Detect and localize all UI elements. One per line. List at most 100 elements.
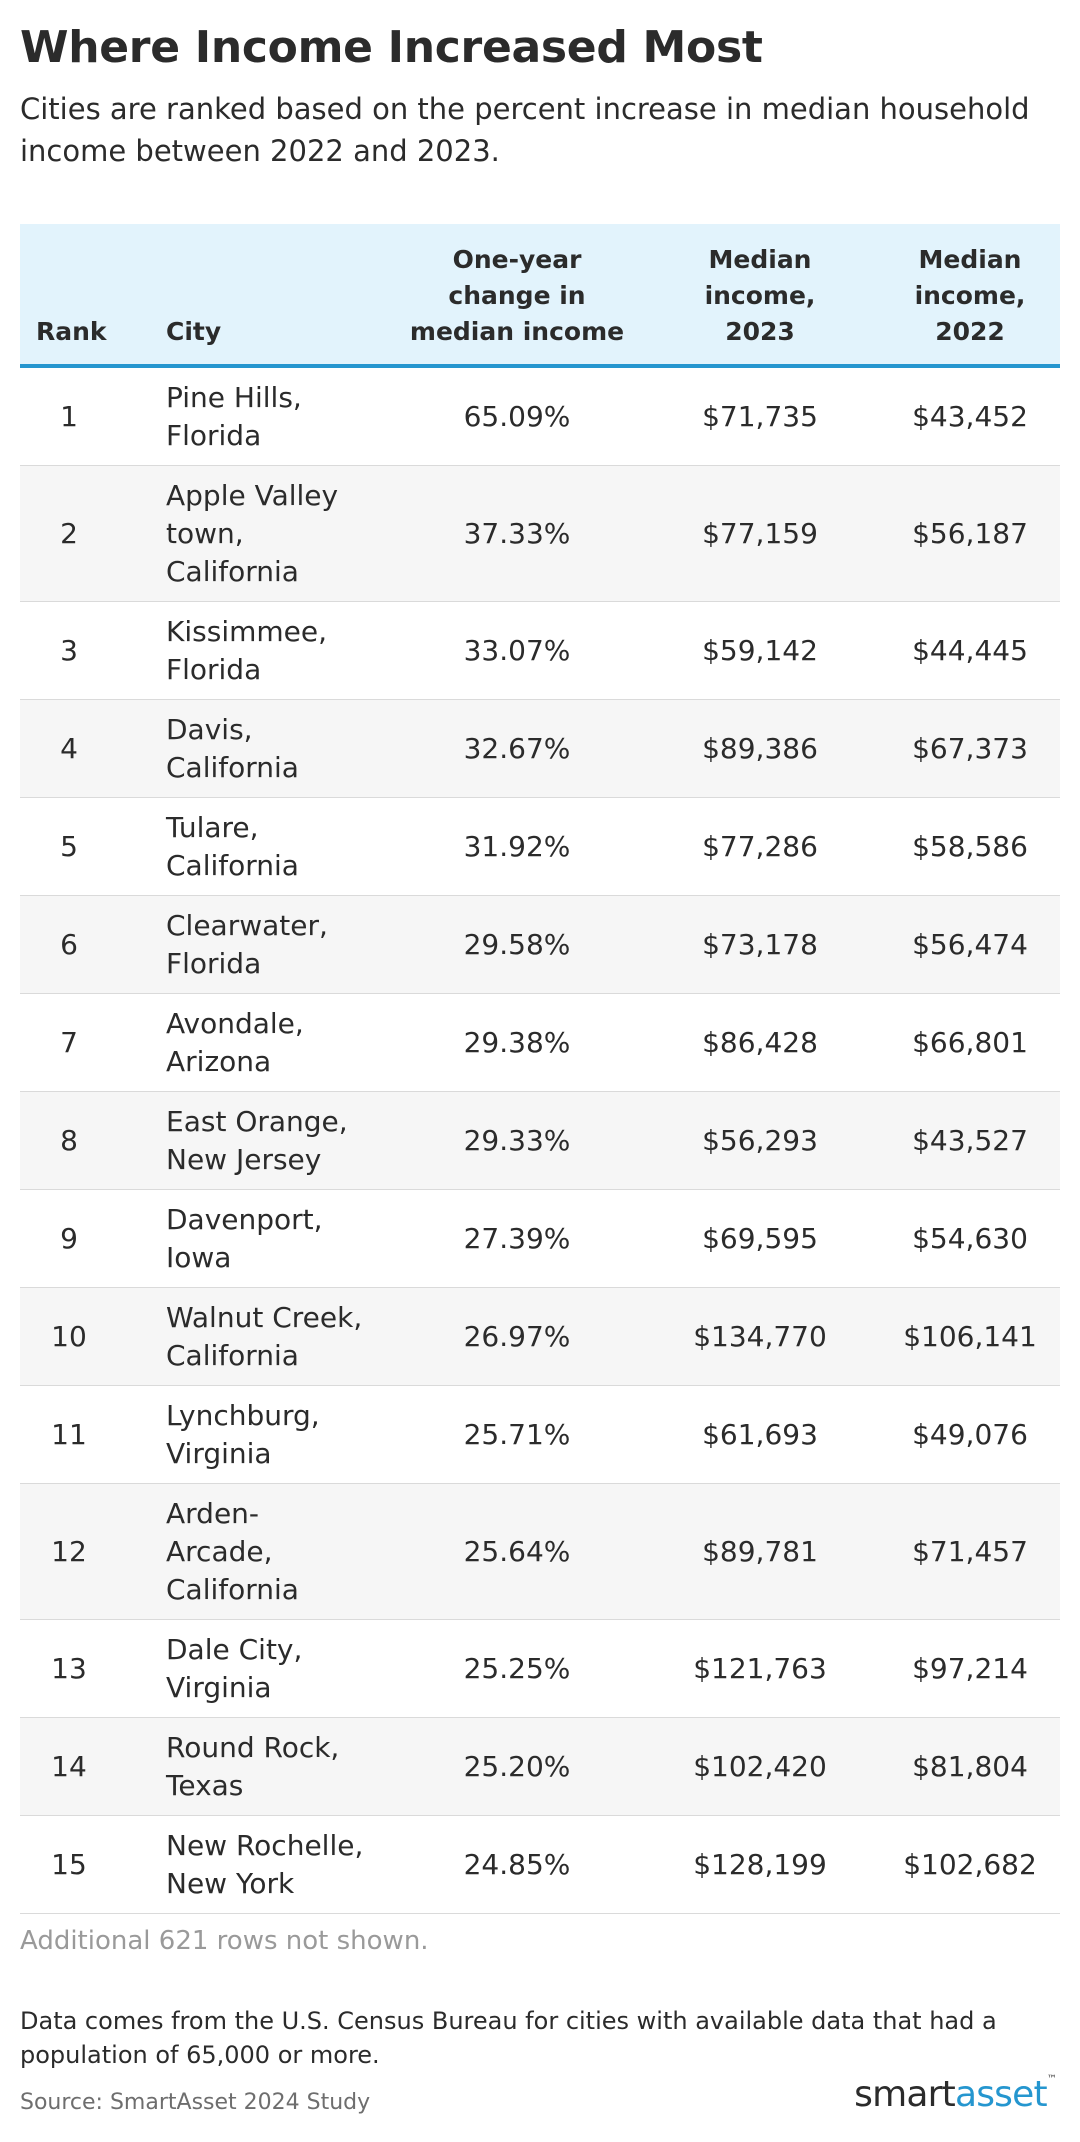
table-row: 15 New Rochelle, New York 24.85% $128,19… (20, 1816, 1060, 1914)
city-line: Kissimmee, (166, 614, 327, 648)
rank-cell: 7 (60, 1025, 78, 1059)
income-2023-cell: $59,142 (702, 633, 818, 667)
rank-cell: 10 (51, 1319, 87, 1353)
change-cell: 31.92% (463, 829, 571, 863)
header-income-2023-line2: income, (704, 281, 816, 310)
city-line: New Jersey (166, 1142, 322, 1176)
header-income-2023-line3: 2023 (725, 317, 795, 346)
city-cell: Davis, California (166, 711, 376, 787)
change-cell: 29.33% (463, 1123, 571, 1157)
income-2022-cell: $66,801 (912, 1025, 1028, 1059)
city-cell: Davenport, Iowa (166, 1201, 376, 1277)
city-cell: Walnut Creek, California (166, 1299, 376, 1375)
header-change-line3: median income (409, 317, 625, 346)
income-2023-cell: $102,420 (693, 1749, 827, 1783)
table-row: 4 Davis, California 32.67% $89,386 $67,3… (20, 700, 1060, 798)
income-2022-cell: $106,141 (903, 1319, 1037, 1353)
city-line: New Rochelle, (166, 1828, 364, 1862)
city-cell: Apple Valley town, California (166, 477, 376, 591)
city-cell: Round Rock, Texas (166, 1729, 376, 1805)
city-cell: Dale City, Virginia (166, 1631, 376, 1707)
city-line: Arizona (166, 1044, 272, 1078)
rank-cell: 13 (51, 1651, 87, 1685)
income-2022-cell: $44,445 (912, 633, 1028, 667)
table-row: 9 Davenport, Iowa 27.39% $69,595 $54,630 (20, 1190, 1060, 1288)
change-cell: 32.67% (463, 731, 571, 765)
table-row: 1 Pine Hills, Florida 65.09% $71,735 $43… (20, 368, 1060, 466)
income-2023-cell: $61,693 (702, 1417, 818, 1451)
change-cell: 65.09% (463, 399, 571, 433)
city-line: Walnut Creek, (166, 1300, 363, 1334)
income-2022-cell: $102,682 (903, 1847, 1037, 1881)
city-cell: East Orange, New Jersey (166, 1103, 376, 1179)
rank-cell: 6 (60, 927, 78, 961)
table-row: 7 Avondale, Arizona 29.38% $86,428 $66,8… (20, 994, 1060, 1092)
city-line: New York (166, 1866, 295, 1900)
city-line: Lynchburg, (166, 1398, 320, 1432)
city-line: Davenport, (166, 1202, 323, 1236)
rank-cell: 12 (51, 1534, 87, 1568)
income-2023-cell: $73,178 (702, 927, 818, 961)
city-line: Florida (166, 418, 262, 452)
income-2022-cell: $43,452 (912, 399, 1028, 433)
city-line: Iowa (166, 1240, 232, 1274)
income-2023-cell: $69,595 (702, 1221, 818, 1255)
city-line: town, (166, 516, 244, 550)
city-line: Apple Valley (166, 478, 339, 512)
table-row: 12 Arden- Arcade, California 25.64% $89,… (20, 1484, 1060, 1620)
rank-cell: 1 (60, 399, 78, 433)
table-row: 3 Kissimmee, Florida 33.07% $59,142 $44,… (20, 602, 1060, 700)
header-income-2022-line1: Median (918, 245, 1022, 274)
header-income-2023-line1: Median (708, 245, 812, 274)
header-rank: Rank (36, 317, 107, 346)
change-cell: 24.85% (463, 1847, 571, 1881)
page-subtitle: Cities are ranked based on the percent i… (20, 92, 1030, 168)
city-line: Round Rock, (166, 1730, 340, 1764)
city-cell: New Rochelle, New York (166, 1827, 376, 1903)
rank-cell: 15 (51, 1847, 87, 1881)
rank-cell: 9 (60, 1221, 78, 1255)
city-cell: Pine Hills, Florida (166, 379, 376, 455)
income-2023-cell: $77,286 (702, 829, 818, 863)
income-2022-cell: $56,474 (912, 927, 1028, 961)
city-line: California (166, 1572, 299, 1606)
city-line: Arcade, (166, 1534, 273, 1568)
income-2022-cell: $56,187 (912, 516, 1028, 550)
table-row: 10 Walnut Creek, California 26.97% $134,… (20, 1288, 1060, 1386)
change-cell: 37.33% (463, 516, 571, 550)
city-line: Davis, (166, 712, 253, 746)
income-2023-cell: $134,770 (693, 1319, 827, 1353)
smartasset-logo: smartasset™ (854, 2074, 1057, 2115)
table-row: 6 Clearwater, Florida 29.58% $73,178 $56… (20, 896, 1060, 994)
change-cell: 25.64% (463, 1534, 571, 1568)
income-2023-cell: $71,735 (702, 399, 818, 433)
income-2022-cell: $67,373 (912, 731, 1028, 765)
change-cell: 33.07% (463, 633, 571, 667)
rank-cell: 3 (60, 633, 78, 667)
income-2023-cell: $56,293 (702, 1123, 818, 1157)
city-line: Avondale, (166, 1006, 304, 1040)
city-line: Clearwater, (166, 908, 328, 942)
city-line: California (166, 554, 299, 588)
header-income-2022: Median income, 2022 (915, 242, 1026, 350)
city-line: Virginia (166, 1436, 272, 1470)
table-row: 2 Apple Valley town, California 37.33% $… (20, 466, 1060, 602)
city-cell: Avondale, Arizona (166, 1005, 376, 1081)
header-change-line2: change in (448, 281, 586, 310)
city-cell: Clearwater, Florida (166, 907, 376, 983)
data-note: Data comes from the U.S. Census Bureau f… (20, 2007, 997, 2069)
change-cell: 29.58% (463, 927, 571, 961)
table-row: 11 Lynchburg, Virginia 25.71% $61,693 $4… (20, 1386, 1060, 1484)
logo-part-asset: asset (954, 2074, 1048, 2115)
header-income-2022-line2: income, (914, 281, 1026, 310)
header-change-line1: One-year (452, 245, 582, 274)
table-row: 14 Round Rock, Texas 25.20% $102,420 $81… (20, 1718, 1060, 1816)
city-line: California (166, 848, 299, 882)
city-line: Tulare, (166, 810, 259, 844)
rank-cell: 8 (60, 1123, 78, 1157)
header-change: One-year change in median income (410, 242, 624, 350)
rank-cell: 4 (60, 731, 78, 765)
rank-cell: 5 (60, 829, 78, 863)
income-2023-cell: $121,763 (693, 1651, 827, 1685)
income-2023-cell: $89,386 (702, 731, 818, 765)
